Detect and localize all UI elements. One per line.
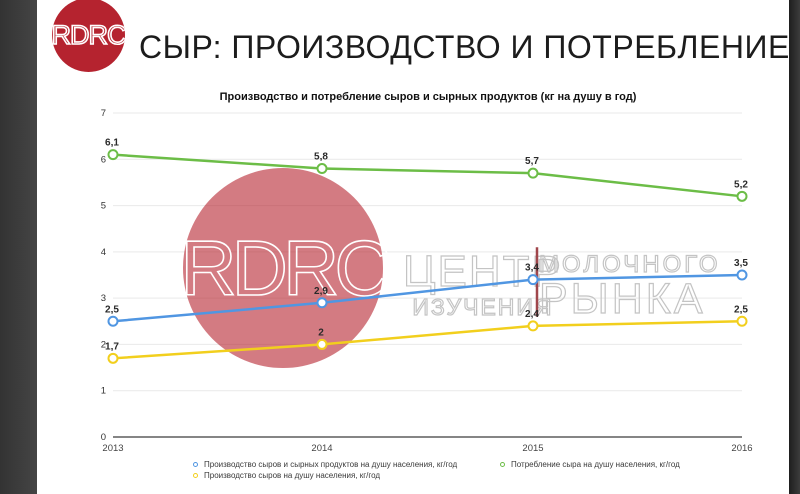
data-point (107, 352, 119, 364)
x-axis-tick: 2016 (731, 443, 752, 454)
watermark-rdrc-text: RDRC (180, 223, 392, 313)
watermark-right-text: МОЛОЧНОГО РЫНКА (538, 251, 721, 323)
legend-item-cheese-production: Производство сыров на душу населения, кг… (193, 470, 457, 481)
data-point (736, 269, 748, 281)
series-line (112, 320, 743, 360)
data-point (527, 167, 539, 179)
y-axis-tick: 6 (101, 154, 106, 165)
data-point-label: 2,9 (314, 286, 328, 297)
y-axis-tick: 3 (101, 293, 106, 304)
y-axis-tick: 5 (101, 201, 106, 212)
x-axis-tick: 2013 (102, 443, 123, 454)
data-point-label: 1,7 (105, 341, 119, 352)
legend-column-right: Потребление сыра на душу населения, кг/г… (500, 459, 680, 470)
data-point-label: 5,2 (734, 179, 748, 190)
data-point (316, 338, 328, 350)
data-point (736, 190, 748, 202)
data-point (107, 149, 119, 161)
data-point (316, 163, 328, 175)
watermark-molochnogo-label: МОЛОЧНОГО (538, 251, 721, 278)
watermark-izuchenia-label: ИЗУЧЕНИЯ (412, 294, 554, 320)
chart-title: Производство и потребление сыров и сырны… (219, 91, 637, 103)
data-point (107, 315, 119, 327)
watermark-centr-label: ЦЕНТР (402, 247, 563, 296)
y-axis-tick: 7 (101, 108, 106, 119)
series-line (112, 153, 743, 198)
slide-title: СЫР: ПРОИЗВОДСТВО И ПОТРЕБЛЕНИЕ (139, 29, 790, 65)
legend-column-left: Производство сыров и сырных продуктов на… (193, 459, 457, 481)
legend-item-cheese-consumption: Потребление сыра на душу населения, кг/г… (500, 459, 680, 470)
watermark-circle: RDRC (180, 168, 392, 368)
x-axis-tick: 2015 (522, 443, 543, 454)
data-point-label: 3,5 (734, 258, 748, 269)
watermark-rynka-label: РЫНКА (538, 275, 706, 323)
x-axis-tick: 2014 (311, 443, 332, 454)
legend-label: Потребление сыра на душу населения, кг/г… (511, 460, 680, 469)
data-point (527, 274, 539, 286)
legend-label: Производство сыров на душу населения, кг… (204, 471, 381, 480)
y-axis-tick: 2 (101, 339, 106, 350)
data-point-label: 3,4 (525, 263, 539, 274)
rdrc-logo-text: RDRC (52, 19, 125, 51)
viewer-frame-left (0, 0, 37, 494)
series-line (112, 273, 743, 323)
viewer-frame-right (789, 0, 800, 494)
legend-marker-green (500, 462, 505, 467)
data-point-label: 2,5 (734, 304, 748, 315)
y-axis-tick: 1 (101, 386, 106, 397)
data-point-label: 5,8 (314, 152, 328, 163)
data-point (527, 320, 539, 332)
data-point-label: 2 (318, 327, 324, 338)
y-axis-tick: 0 (101, 432, 106, 443)
watermark-center-text: ЦЕНТР ИЗУЧЕНИЯ (402, 247, 563, 320)
data-point-label: 2,4 (525, 309, 539, 320)
y-axis-tick: 4 (101, 247, 106, 258)
legend-item-cheese-products-production: Производство сыров и сырных продуктов на… (193, 459, 457, 470)
data-point-label: 6,1 (105, 138, 119, 149)
data-point (316, 297, 328, 309)
rdrc-logo: RDRC (52, 0, 125, 72)
data-point-label: 2,5 (105, 304, 119, 315)
data-point (736, 315, 748, 327)
legend-marker-yellow (193, 473, 198, 478)
legend-label: Производство сыров и сырных продуктов на… (204, 460, 458, 469)
legend-marker-blue (193, 462, 198, 467)
data-point-label: 5,7 (525, 156, 539, 167)
